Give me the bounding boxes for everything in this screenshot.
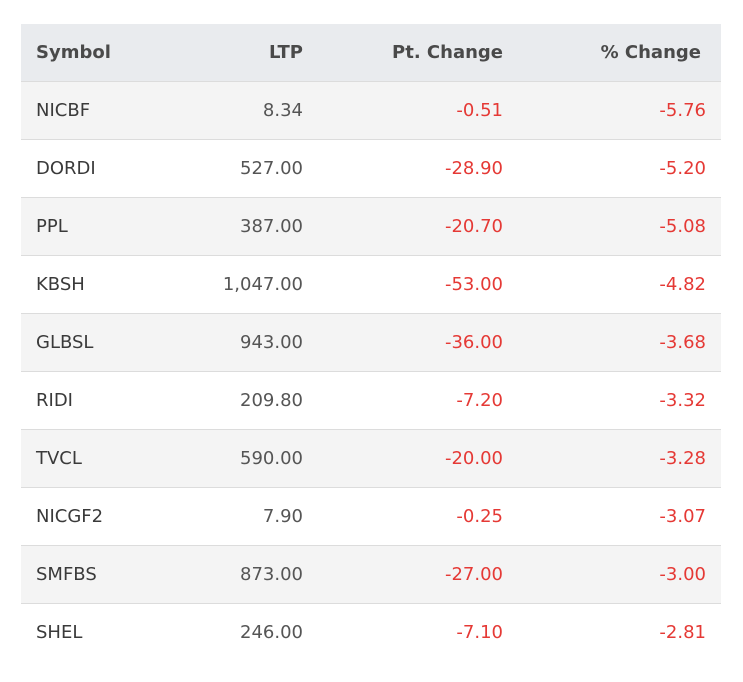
table-row[interactable]: TVCL 590.00 -20.00 -3.28 (21, 429, 721, 487)
cell-ltp: 943.00 (240, 331, 303, 353)
cell-pt-change: -28.90 (444, 157, 503, 179)
cell-ltp: 527.00 (240, 157, 303, 179)
column-header-symbol[interactable]: Symbol (36, 41, 111, 63)
cell-ltp: 246.00 (240, 621, 303, 643)
cell-pt-change: -53.00 (444, 273, 503, 295)
column-header-pct-change[interactable]: % Change (600, 41, 701, 63)
cell-pt-change: -7.10 (456, 621, 503, 643)
table-row[interactable]: DORDI 527.00 -28.90 -5.20 (21, 139, 721, 197)
table-body: NICBF 8.34 -0.51 -5.76 DORDI 527.00 -28.… (21, 81, 721, 661)
cell-pt-change: -0.25 (456, 505, 503, 527)
cell-ltp: 209.80 (240, 389, 303, 411)
cell-symbol[interactable]: DORDI (36, 157, 96, 179)
cell-symbol[interactable]: SMFBS (36, 563, 97, 585)
cell-symbol[interactable]: NICBF (36, 99, 91, 121)
table-row[interactable]: RIDI 209.80 -7.20 -3.32 (21, 371, 721, 429)
cell-pct-change: -3.00 (659, 563, 706, 585)
cell-symbol[interactable]: PPL (36, 215, 68, 237)
cell-symbol[interactable]: TVCL (36, 447, 82, 469)
stock-losers-table: Symbol LTP Pt. Change % Change NICBF 8.3… (21, 24, 721, 661)
table-header: Symbol LTP Pt. Change % Change (21, 24, 721, 81)
cell-ltp: 8.34 (262, 99, 303, 121)
table-row[interactable]: PPL 387.00 -20.70 -5.08 (21, 197, 721, 255)
cell-pt-change: -36.00 (444, 331, 503, 353)
column-header-ltp[interactable]: LTP (269, 41, 303, 63)
cell-ltp: 873.00 (240, 563, 303, 585)
cell-pt-change: -27.00 (444, 563, 503, 585)
cell-pt-change: -20.70 (444, 215, 503, 237)
stock-losers-table-container: Symbol LTP Pt. Change % Change NICBF 8.3… (21, 24, 721, 661)
cell-ltp: 387.00 (240, 215, 303, 237)
cell-pt-change: -0.51 (456, 99, 503, 121)
cell-symbol[interactable]: NICGF2 (36, 505, 104, 527)
cell-pct-change: -3.32 (659, 389, 706, 411)
cell-symbol[interactable]: SHEL (36, 621, 83, 643)
cell-pct-change: -3.68 (659, 331, 706, 353)
table-row[interactable]: SMFBS 873.00 -27.00 -3.00 (21, 545, 721, 603)
cell-pt-change: -20.00 (444, 447, 503, 469)
table-row[interactable]: NICBF 8.34 -0.51 -5.76 (21, 81, 721, 139)
cell-symbol[interactable]: KBSH (36, 273, 85, 295)
cell-pct-change: -5.08 (659, 215, 706, 237)
cell-pt-change: -7.20 (456, 389, 503, 411)
table-row[interactable]: NICGF2 7.90 -0.25 -3.07 (21, 487, 721, 545)
table-header-row: Symbol LTP Pt. Change % Change (21, 24, 721, 81)
table-row[interactable]: KBSH 1,047.00 -53.00 -4.82 (21, 255, 721, 313)
cell-ltp: 590.00 (240, 447, 303, 469)
cell-symbol[interactable]: RIDI (36, 389, 73, 411)
cell-pct-change: -2.81 (659, 621, 706, 643)
cell-pct-change: -3.28 (659, 447, 706, 469)
cell-ltp: 7.90 (262, 505, 303, 527)
column-header-pt-change[interactable]: Pt. Change (392, 41, 503, 63)
cell-symbol[interactable]: GLBSL (36, 331, 94, 353)
cell-pct-change: -5.76 (659, 99, 706, 121)
cell-pct-change: -3.07 (659, 505, 706, 527)
table-row[interactable]: SHEL 246.00 -7.10 -2.81 (21, 603, 721, 661)
table-row[interactable]: GLBSL 943.00 -36.00 -3.68 (21, 313, 721, 371)
cell-pct-change: -4.82 (659, 273, 706, 295)
cell-pct-change: -5.20 (659, 157, 706, 179)
cell-ltp: 1,047.00 (222, 273, 303, 295)
